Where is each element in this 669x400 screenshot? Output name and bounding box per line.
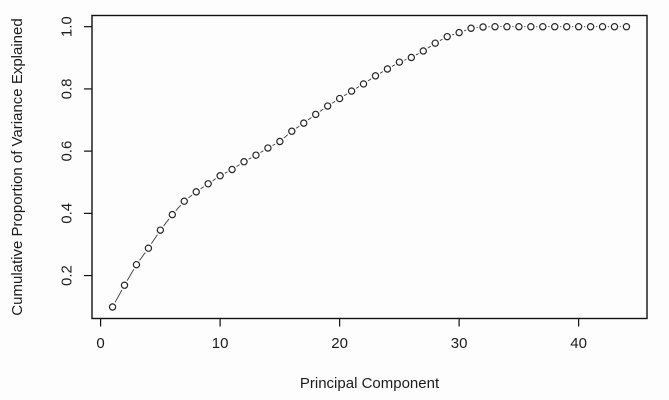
- data-point: [228, 165, 236, 174]
- data-point: [168, 210, 177, 219]
- x-tick-label: 40: [570, 335, 587, 352]
- data-point: [108, 303, 117, 311]
- data-point: [300, 119, 308, 127]
- connector-segment: [319, 108, 324, 112]
- data-point: [347, 87, 356, 95]
- connector-segment: [439, 38, 443, 42]
- x-axis-title: Principal Component: [300, 375, 440, 392]
- data-point: [132, 260, 141, 269]
- data-point: [574, 22, 583, 31]
- data-point: [216, 172, 224, 180]
- y-tick-label: 0.8: [59, 78, 76, 99]
- data-point: [527, 22, 535, 31]
- y-tick-label: 0.2: [59, 265, 76, 286]
- connector-segment: [188, 194, 193, 199]
- connector-segment: [404, 59, 407, 61]
- data-point: [610, 22, 619, 31]
- data-point: [586, 22, 595, 31]
- data-point: [359, 80, 368, 88]
- connector-segment: [355, 86, 360, 89]
- data-point: [419, 47, 427, 55]
- connector-segment: [114, 289, 123, 303]
- connector-segment: [391, 64, 396, 67]
- data-point: [455, 28, 463, 37]
- connector-segment: [452, 33, 455, 36]
- data-point: [264, 144, 272, 152]
- data-point: [144, 244, 153, 252]
- y-tick-label: 0.6: [59, 141, 76, 162]
- x-tick-label: 30: [451, 335, 468, 352]
- connector-segment: [272, 143, 276, 146]
- data-point: [562, 22, 571, 31]
- data-point: [503, 22, 511, 31]
- connector-segment: [200, 186, 205, 190]
- connector-segment: [260, 150, 264, 153]
- data-point: [622, 22, 631, 31]
- data-point: [156, 226, 165, 234]
- data-point: [204, 180, 212, 188]
- data-point: [192, 188, 200, 196]
- connector-segment: [331, 100, 336, 104]
- data-point: [443, 32, 451, 41]
- data-point: [120, 281, 129, 289]
- connector-segment: [295, 125, 300, 129]
- data-point: [276, 137, 284, 146]
- connector-segment: [224, 171, 228, 174]
- y-axis-title: Cumulative Proportion of Variance Explai…: [9, 18, 26, 315]
- connector-segment: [463, 29, 467, 32]
- connector-segment: [139, 252, 146, 261]
- connector-segment: [379, 71, 384, 74]
- data-point: [371, 72, 380, 80]
- connector-segment: [307, 117, 312, 121]
- x-tick-label: 10: [212, 335, 229, 352]
- data-point: [240, 158, 248, 166]
- connector-segment: [283, 134, 289, 139]
- plot-border: [91, 14, 648, 320]
- connector-segment: [175, 204, 182, 211]
- data-point: [252, 151, 260, 159]
- data-point: [598, 22, 607, 31]
- data-point: [395, 58, 404, 66]
- connector-segment: [248, 157, 252, 160]
- data-point: [335, 94, 344, 103]
- connector-segment: [343, 93, 348, 97]
- data-point: [312, 110, 320, 119]
- connector-segment: [150, 234, 158, 245]
- data-point: [323, 102, 332, 110]
- x-tick-label: 20: [331, 335, 348, 352]
- connector-segment: [236, 164, 240, 167]
- data-point: [431, 39, 439, 47]
- connector-segment: [427, 45, 432, 49]
- data-point: [288, 127, 296, 135]
- data-point: [491, 22, 499, 31]
- data-point: [180, 197, 188, 205]
- connector-segment: [212, 178, 216, 182]
- connector-segment: [163, 218, 170, 227]
- data-point: [467, 24, 475, 32]
- x-tick-label: 0: [96, 335, 104, 352]
- data-point: [479, 23, 487, 31]
- connector-segment: [415, 53, 419, 56]
- data-point: [539, 22, 547, 31]
- connector-segment: [367, 78, 372, 82]
- data-point: [383, 65, 392, 73]
- plot-area: 0 10 20 30 40 0.2 0.4 0.6 0.8 1.0: [59, 14, 648, 352]
- data-point: [407, 53, 416, 62]
- data-point: [515, 22, 523, 31]
- data-point: [551, 22, 559, 31]
- y-tick-label: 0.4: [59, 203, 76, 224]
- y-tick-label: 1.0: [59, 16, 76, 37]
- connector-segment: [126, 269, 135, 281]
